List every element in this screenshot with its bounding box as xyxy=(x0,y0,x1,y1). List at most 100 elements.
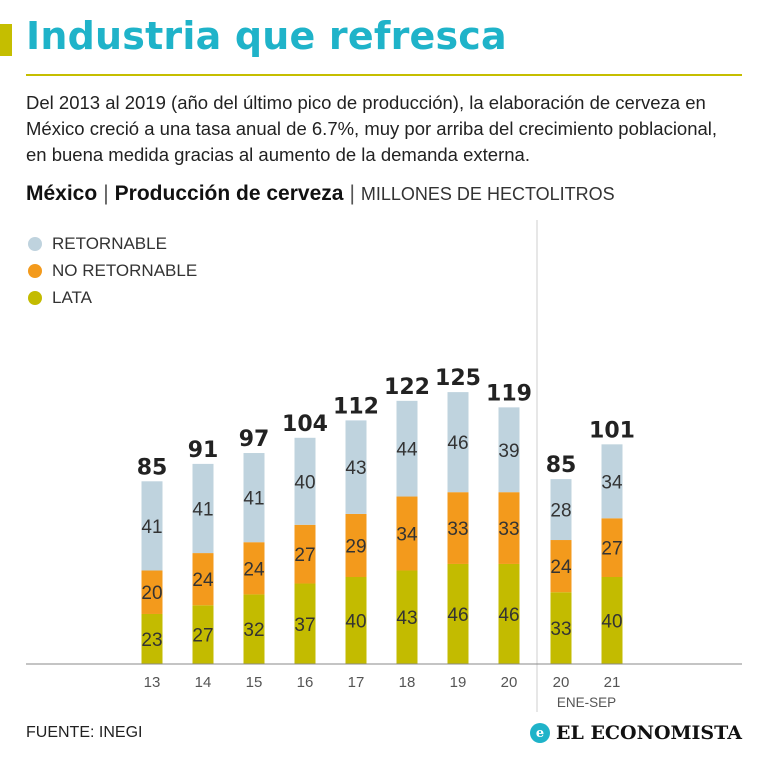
bar-total-label: 85 xyxy=(546,453,577,478)
bar-total-label: 101 xyxy=(589,418,635,443)
subtitle-country: México xyxy=(26,182,98,205)
legend-swatch-no-retornable xyxy=(28,263,42,278)
segment-value-label: 40 xyxy=(601,612,622,633)
segment-value-label: 37 xyxy=(294,615,315,636)
bar-segment-retornable xyxy=(243,453,265,543)
source-note: FUENTE: INEGI xyxy=(26,724,143,741)
bar-segment-lata xyxy=(192,605,214,664)
segment-value-label: 27 xyxy=(601,539,622,560)
x-tick-label: 19 xyxy=(450,674,467,691)
legend-label-retornable: RETORNABLE xyxy=(52,233,167,253)
bar-segment-lata xyxy=(345,577,367,664)
bar-segment-no-retornable xyxy=(345,513,367,577)
segment-value-label: 41 xyxy=(192,499,213,520)
bar-segment-no-retornable xyxy=(141,570,163,614)
bar-segment-no-retornable xyxy=(396,496,418,571)
segment-value-label: 39 xyxy=(498,441,519,462)
x-tick-label: 15 xyxy=(246,674,263,691)
bar-total-label: 97 xyxy=(239,427,270,452)
bar-segment-no-retornable xyxy=(498,492,520,564)
bar-segment-retornable xyxy=(345,420,367,514)
segment-value-label: 28 xyxy=(550,501,571,522)
segment-value-label: 20 xyxy=(141,583,162,604)
segment-value-label: 33 xyxy=(550,619,571,640)
subtitle-unit: MILLONES DE HECTOLITROS xyxy=(360,184,615,204)
bar-segment-lata xyxy=(498,563,520,664)
segment-value-label: 34 xyxy=(601,472,623,493)
segment-value-label: 27 xyxy=(294,545,315,566)
segment-value-label: 44 xyxy=(396,440,418,461)
bar-segment-retornable xyxy=(550,479,572,541)
bar-total-label: 119 xyxy=(486,381,532,406)
x-tick-label: 13 xyxy=(144,674,161,691)
x-tick-label: 21 xyxy=(604,674,621,691)
subtitle-separator-2: | xyxy=(349,182,355,205)
segment-value-label: 46 xyxy=(447,605,468,626)
x-tick-label: 20 xyxy=(501,674,518,691)
segment-value-label: 24 xyxy=(192,570,214,591)
subtitle-separator: | xyxy=(103,182,109,205)
bar-segment-retornable xyxy=(141,481,163,571)
bar-total-label: 112 xyxy=(333,394,379,419)
subtitle-topic: Producción de cerveza xyxy=(114,182,344,205)
bar-segment-no-retornable xyxy=(447,492,469,564)
segment-value-label: 32 xyxy=(243,620,264,641)
legend-item-retornable: RETORNABLE xyxy=(28,230,197,257)
bar-segment-lata xyxy=(243,594,265,664)
segment-value-label: 43 xyxy=(345,458,366,479)
x-tick-label: 14 xyxy=(195,674,212,691)
segment-value-label: 41 xyxy=(243,489,264,510)
period-note-label: ENE-SEP xyxy=(557,695,616,710)
brand-name: EL ECONOMISTA xyxy=(555,722,742,744)
segment-value-label: 46 xyxy=(447,433,468,454)
legend-swatch-lata xyxy=(28,290,42,305)
bar-segment-retornable xyxy=(601,444,623,519)
x-tick-label: 20 xyxy=(553,674,570,691)
bar-segment-lata xyxy=(447,563,469,664)
legend-item-no-retornable: NO RETORNABLE xyxy=(28,257,197,284)
x-tick-label: 17 xyxy=(348,674,365,691)
segment-value-label: 40 xyxy=(294,472,315,493)
bar-total-label: 91 xyxy=(188,438,219,463)
title-divider xyxy=(26,74,742,76)
segment-value-label: 33 xyxy=(447,519,468,540)
legend-label-no-retornable: NO RETORNABLE xyxy=(52,260,198,280)
segment-value-label: 27 xyxy=(192,626,213,647)
chart-subtitle: México | Producción de cerveza | MILLONES DE… xyxy=(26,182,615,206)
brand-logo: e EL ECONOMISTA xyxy=(529,722,742,744)
bar-total-label: 125 xyxy=(435,366,481,391)
bar-segment-lata xyxy=(601,577,623,664)
bar-segment-no-retornable xyxy=(192,553,214,606)
bar-segment-retornable xyxy=(447,392,469,493)
segment-value-label: 23 xyxy=(141,630,162,651)
segment-value-label: 41 xyxy=(141,517,162,538)
segment-value-label: 33 xyxy=(498,519,519,540)
intro-paragraph: Del 2013 al 2019 (año del último pico de… xyxy=(26,92,718,165)
segment-value-label: 46 xyxy=(498,605,519,626)
x-tick-label: 16 xyxy=(297,674,314,691)
bar-segment-no-retornable xyxy=(601,518,623,577)
bar-segment-no-retornable xyxy=(243,542,265,595)
segment-value-label: 40 xyxy=(345,612,366,633)
bar-segment-lata xyxy=(396,570,418,664)
title-accent-bar xyxy=(0,24,12,56)
chart-legend: RETORNABLE NO RETORNABLE LATA xyxy=(28,230,197,311)
x-tick-label: 18 xyxy=(399,674,416,691)
bar-segment-retornable xyxy=(498,407,520,493)
segment-value-label: 34 xyxy=(396,525,418,546)
bar-segment-retornable xyxy=(396,400,418,497)
segment-value-label: 24 xyxy=(550,557,572,578)
legend-item-lata: LATA xyxy=(28,284,197,311)
bar-segment-lata xyxy=(550,592,572,664)
bar-segment-retornable xyxy=(192,463,214,554)
segment-value-label: 29 xyxy=(345,536,366,557)
segment-value-label: 24 xyxy=(243,559,265,580)
bar-segment-retornable xyxy=(294,437,316,525)
bar-total-label: 122 xyxy=(384,375,430,400)
legend-swatch-retornable xyxy=(28,236,42,251)
brand-e-icon: e xyxy=(529,723,550,743)
bar-segment-no-retornable xyxy=(294,524,316,584)
bar-segment-no-retornable xyxy=(550,540,572,593)
bar-segment-lata xyxy=(141,613,163,664)
